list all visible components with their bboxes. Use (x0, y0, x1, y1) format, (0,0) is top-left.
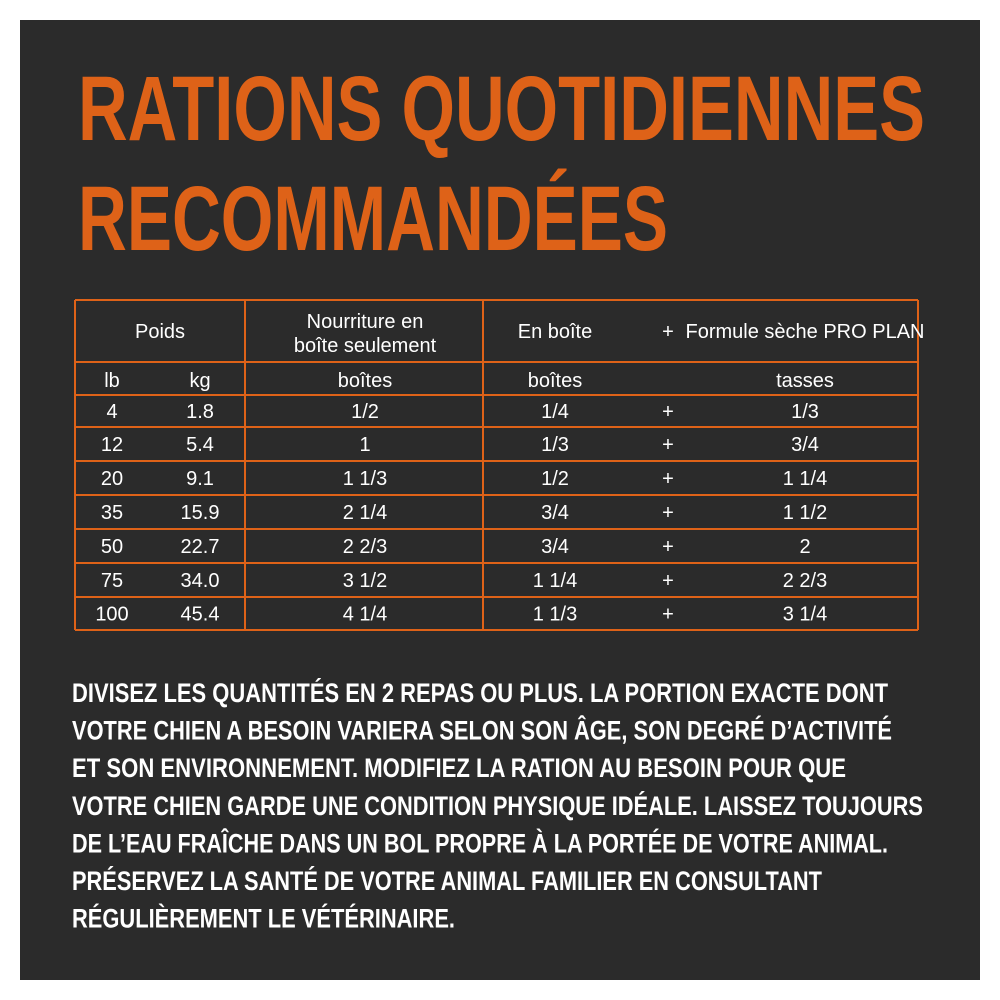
paragraph-line: DIVISEZ LES QUANTITÉS EN 2 REPAS OU PLUS… (72, 677, 888, 708)
table-cell: 2 2/3 (783, 570, 827, 592)
table-cell: 1 1/3 (533, 604, 577, 626)
table-cell: 1 1/4 (533, 570, 577, 592)
paragraph-line: PRÉSERVEZ LA SANTÉ DE VOTRE ANIMAL FAMIL… (72, 865, 822, 896)
table-cell: 45.4 (181, 604, 220, 626)
table-cell: 3/4 (541, 536, 569, 558)
table-cell: 2 1/4 (343, 502, 387, 524)
table-cell: 1/3 (541, 434, 569, 456)
table-cell: 75 (101, 570, 123, 592)
table-cell: 12 (101, 434, 123, 456)
table-cell: + (662, 401, 674, 423)
table-cell: 4 (106, 401, 117, 423)
table-cell: + (662, 536, 674, 558)
title-line: RECOMMANDÉES (78, 167, 668, 270)
table-cell: 1/2 (351, 401, 379, 423)
table-cell: 1 1/2 (783, 502, 827, 524)
paragraph-line: RÉGULIÈREMENT LE VÉTÉRINAIRE. (72, 903, 455, 934)
table-cell: 1 1/4 (783, 468, 827, 490)
header-cell: Formule sèche PRO PLAN (686, 321, 925, 343)
table-cell: 1 (359, 434, 370, 456)
paragraph-line: VOTRE CHIEN A BESOIN VARIERA SELON SON Â… (72, 715, 892, 746)
header-cell: + (662, 321, 674, 343)
table-cell: 20 (101, 468, 123, 490)
table-cell: 1.8 (186, 401, 214, 423)
panel (20, 20, 980, 980)
table-cell: 2 (799, 536, 810, 558)
table-cell: + (662, 468, 674, 490)
unit-cell: boîtes (528, 370, 582, 392)
table-cell: 22.7 (181, 536, 220, 558)
table-cell: + (662, 604, 674, 626)
table-cell: 4 1/4 (343, 604, 387, 626)
unit-cell: kg (189, 370, 210, 392)
table-cell: 35 (101, 502, 123, 524)
unit-cell: boîtes (338, 370, 392, 392)
header-cell: Poids (135, 321, 185, 343)
paragraph-line: VOTRE CHIEN GARDE UNE CONDITION PHYSIQUE… (72, 790, 923, 821)
table-cell: 15.9 (181, 502, 220, 524)
header-cell: boîte seulement (294, 335, 437, 357)
title-line: RATIONS QUOTIDIENNES (78, 58, 925, 160)
table-cell: 2 2/3 (343, 536, 387, 558)
table-cell: 34.0 (181, 570, 220, 592)
unit-cell: lb (104, 370, 120, 392)
table-cell: 1 1/3 (343, 468, 387, 490)
unit-cell: tasses (776, 370, 834, 392)
paragraph-line: ET SON ENVIRONNEMENT. MODIFIEZ LA RATION… (72, 753, 846, 783)
table-cell: 3 1/2 (343, 570, 387, 592)
table-cell: 1/4 (541, 401, 569, 423)
table-cell: 9.1 (186, 468, 214, 490)
paragraph-line: DE L’EAU FRAÎCHE DANS UN BOL PROPRE À LA… (72, 827, 888, 858)
table-cell: 3/4 (541, 502, 569, 524)
table-cell: + (662, 434, 674, 456)
table-cell: 1/3 (791, 401, 819, 423)
header-cell: Nourriture en (307, 311, 424, 333)
table-cell: 50 (101, 536, 123, 558)
table-cell: 3/4 (791, 434, 819, 456)
table-cell: + (662, 570, 674, 592)
table-cell: 5.4 (186, 434, 214, 456)
table-cell: 3 1/4 (783, 604, 827, 626)
table-cell: 100 (95, 604, 128, 626)
table-cell: 1/2 (541, 468, 569, 490)
header-cell: En boîte (518, 321, 593, 343)
table-cell: + (662, 502, 674, 524)
